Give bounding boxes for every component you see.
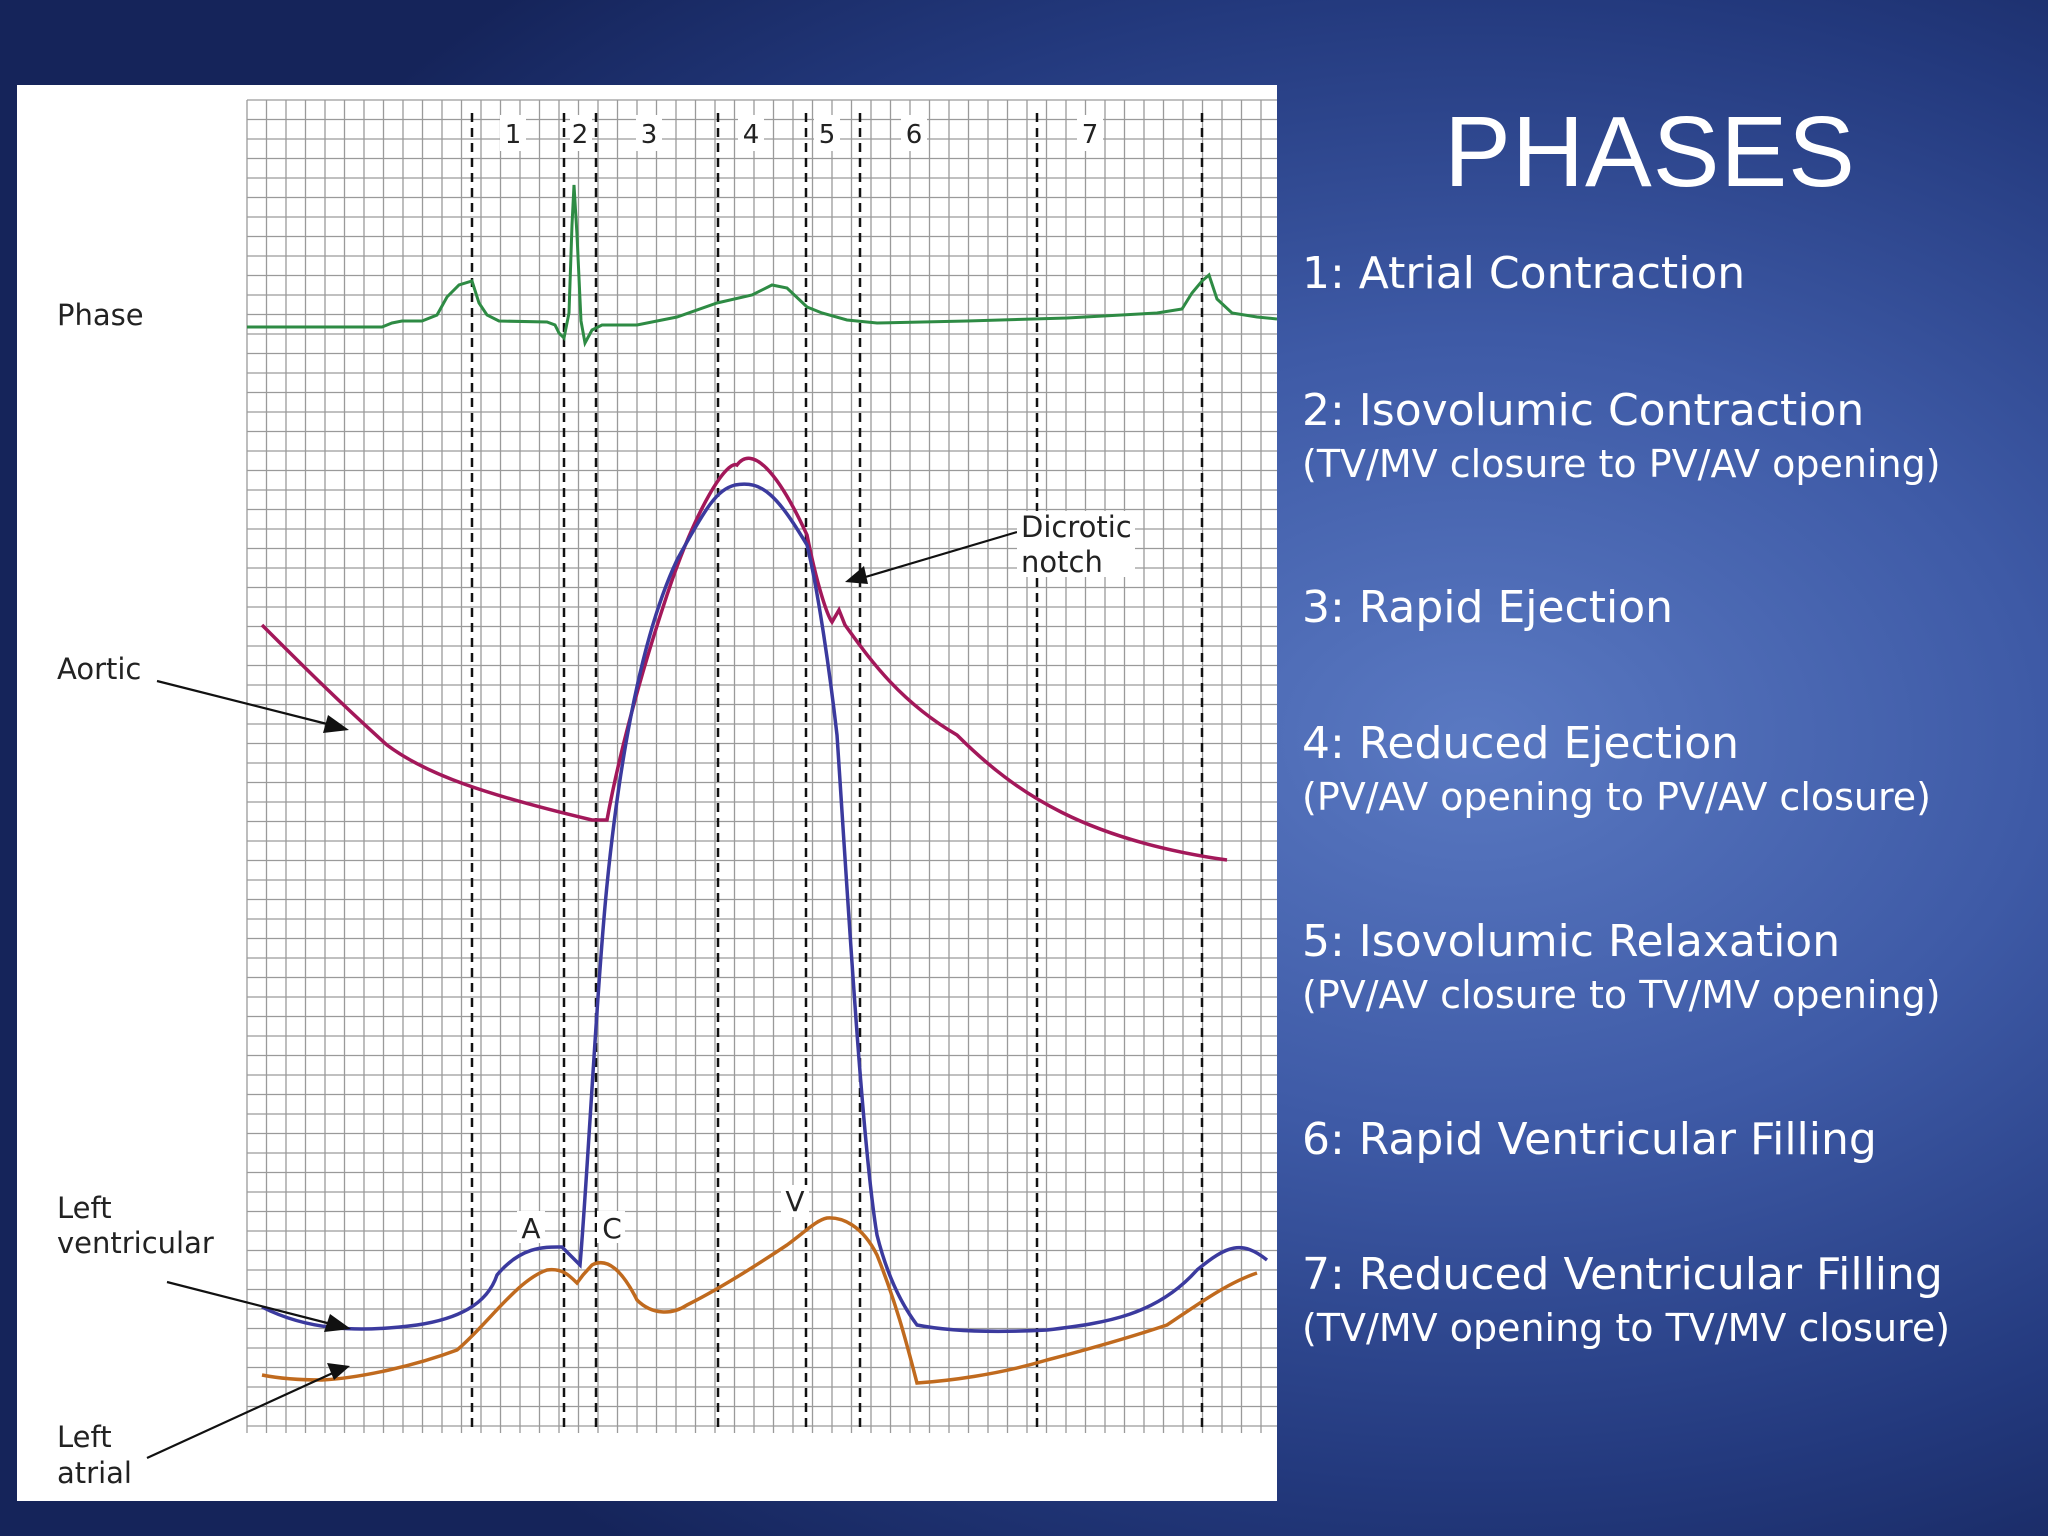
phase-number-2: 2 — [572, 120, 589, 150]
dicrotic-arrow — [861, 530, 1018, 580]
aortic-arrowhead — [323, 715, 349, 733]
annotation-arrows — [146, 530, 1018, 1460]
label-dicrotic: Dicrotic — [1021, 510, 1132, 544]
left-atrial-pressure-trace — [261, 1216, 1258, 1385]
grid — [246, 99, 1277, 1433]
phase-numbers: 1 2 3 4 5 6 7 — [500, 115, 1103, 151]
phase-name: 2: Isovolumic Contraction — [1302, 385, 1865, 436]
left-ventricular-pressure-trace — [261, 482, 1269, 1334]
phase-item-5: 5: Isovolumic Relaxation (PV/AV closure … — [1302, 914, 1941, 1020]
phase-number-6: 6 — [906, 120, 923, 150]
label-left-atrial-1: Left — [57, 1420, 112, 1454]
phase-number-5: 5 — [819, 120, 836, 150]
wave-a-label: A — [521, 1212, 540, 1245]
pressure-diagram: 1 2 3 4 5 6 7 — [17, 85, 1277, 1501]
phase-item-6: 6: Rapid Ventricular Filling — [1302, 1112, 1877, 1168]
ecg-trace — [247, 184, 1277, 348]
aortic-pressure-trace — [260, 456, 1228, 862]
label-left-atrial-2: atrial — [57, 1456, 132, 1490]
wave-c-label: C — [602, 1212, 622, 1245]
aortic-arrow — [156, 679, 336, 728]
phase-name: 7: Reduced Ventricular Filling — [1302, 1249, 1943, 1300]
phase-note: (PV/AV closure to TV/MV opening) — [1302, 973, 1941, 1017]
phase-name: 6: Rapid Ventricular Filling — [1302, 1114, 1877, 1165]
phase-number-4: 4 — [743, 120, 760, 150]
phase-note: (PV/AV opening to PV/AV closure) — [1302, 775, 1932, 819]
lv-arrow — [166, 1280, 336, 1327]
phase-number-7: 7 — [1082, 120, 1099, 150]
la-arrowhead — [327, 1363, 350, 1380]
label-aortic: Aortic — [57, 652, 141, 686]
phase-number-1: 1 — [505, 120, 522, 150]
phase-item-1: 1: Atrial Contraction — [1302, 246, 1745, 302]
wave-labels: A C V — [517, 1185, 809, 1245]
phase-name: 1: Atrial Contraction — [1302, 248, 1746, 299]
phase-name: 5: Isovolumic Relaxation — [1302, 916, 1841, 967]
label-phase: Phase — [57, 298, 144, 332]
phase-note: (TV/MV closure to PV/AV opening) — [1302, 442, 1941, 486]
phase-item-2: 2: Isovolumic Contraction (TV/MV closure… — [1302, 383, 1941, 489]
phase-name: 4: Reduced Ejection — [1302, 718, 1740, 769]
phase-item-3: 3: Rapid Ejection — [1302, 580, 1673, 636]
phase-note: (TV/MV opening to TV/MV closure) — [1302, 1306, 1951, 1350]
arrowheads — [323, 566, 868, 1380]
phase-item-7: 7: Reduced Ventricular Filling (TV/MV op… — [1302, 1247, 1950, 1353]
label-notch: notch — [1021, 545, 1103, 579]
label-left-ventricular-1: Left — [57, 1191, 112, 1225]
phase-number-3: 3 — [641, 120, 658, 150]
phase-boundaries — [470, 113, 1204, 1433]
phase-item-4: 4: Reduced Ejection (PV/AV opening to PV… — [1302, 716, 1931, 822]
phase-name: 3: Rapid Ejection — [1302, 582, 1674, 633]
dicrotic-arrowhead — [845, 566, 868, 584]
trace-labels: Phase Aortic Dicrotic notch Left ventric… — [57, 298, 1135, 1490]
lv-arrowhead — [324, 1314, 351, 1332]
label-left-ventricular-2: ventricular — [57, 1226, 214, 1260]
la-arrow — [146, 1370, 336, 1460]
wave-v-label: V — [785, 1185, 804, 1218]
slide-title: PHASES — [1444, 96, 1856, 208]
